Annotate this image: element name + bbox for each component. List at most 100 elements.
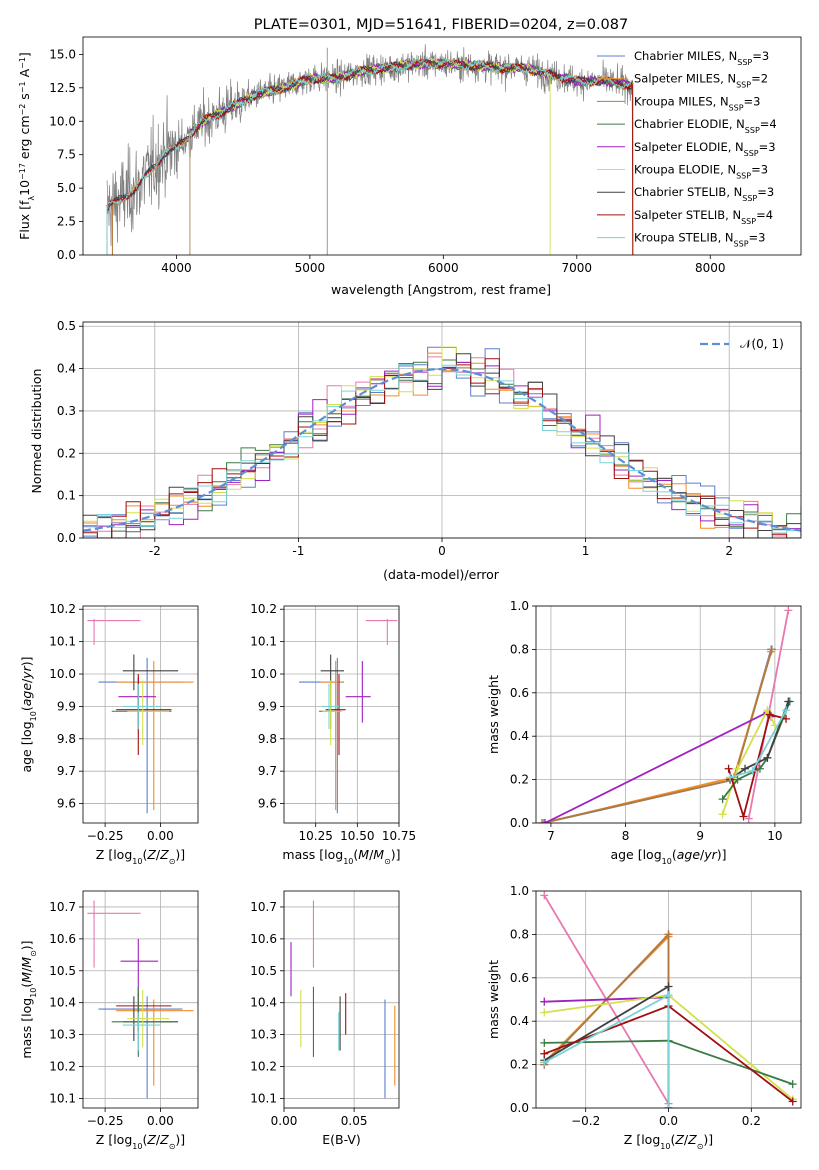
weight-marker	[540, 1049, 549, 1058]
plot-area	[106, 44, 634, 255]
legend: Chabrier MILES, NSSP=3 Salpeter MILES, NS…	[597, 49, 777, 248]
x-tick-label: 0	[438, 544, 446, 558]
y-tick-label: 10.1	[49, 1091, 76, 1105]
axes-residuals: -2 -1 0 1 2 0.0 0.1 0.2 0.3 0.4 0.5 (data-model)/er…	[29, 319, 802, 582]
y-axis-label: mass weight	[486, 960, 501, 1039]
axes-frame	[535, 890, 802, 1109]
y-tick-label: 10.7	[250, 900, 277, 914]
plot-area	[290, 900, 396, 1099]
weight-marker	[664, 991, 673, 1000]
y-tick-label: 10.0	[250, 667, 277, 681]
legend-label: Chabrier ELODIE, NSSP=4	[634, 117, 777, 135]
x-tick-label: −0.2	[571, 1114, 600, 1128]
y-tick-label: 0.4	[510, 729, 529, 743]
weight-marker	[733, 775, 742, 784]
x-tick-label: 6000	[428, 261, 459, 275]
weight-marker	[767, 645, 776, 654]
plot-area	[540, 891, 797, 1108]
plot-area	[299, 618, 398, 814]
y-axis-label: age [log10(age/yr)]	[19, 656, 38, 772]
x-axis-label: E(B-V)	[322, 1132, 361, 1147]
y-tick-label: 1.0	[510, 884, 529, 898]
axes-frame	[82, 321, 802, 539]
weight-marker	[765, 710, 774, 719]
legend-label: Chabrier MILES, NSSP=3	[634, 49, 769, 67]
weight-marker	[664, 982, 673, 991]
axes-frame	[283, 605, 400, 824]
plot-area	[87, 900, 194, 1099]
plot-area	[83, 346, 801, 538]
axes-frame	[535, 605, 802, 824]
x-tick-label: 0.00	[147, 1114, 174, 1128]
model-line	[106, 57, 633, 255]
weight-marker	[726, 773, 735, 782]
histogram-series	[83, 364, 801, 534]
weight-marker	[788, 1080, 797, 1089]
y-tick-label: 10.2	[49, 1060, 76, 1074]
y-tick-label: 10.5	[250, 964, 277, 978]
y-tick-label: 10.0	[49, 667, 76, 681]
x-tick-label: 2	[725, 544, 733, 558]
y-tick-label: 10.6	[49, 932, 76, 946]
y-tick-label: 9.6	[57, 797, 76, 811]
x-tick-label: 1	[582, 544, 590, 558]
y-tick-label: 0.0	[57, 531, 76, 545]
axes-age_vs_mass: 10.25 10.50 10.75 9.6 9.7 9.8 9.9 10.0 10.1 10.2 m…	[250, 602, 416, 865]
y-tick-label: 0.0	[57, 248, 76, 262]
x-tick-label: 0.00	[271, 1114, 298, 1128]
y-tick-label: 1.0	[510, 599, 529, 613]
y-axis-label: Flux [fλ10−17 erg cm−2 s−1 A−1]	[17, 52, 36, 240]
model-line	[106, 58, 634, 255]
x-tick-label: 0.00	[147, 829, 174, 843]
y-tick-label: 0.4	[510, 1014, 529, 1028]
x-tick-label: 5000	[295, 261, 326, 275]
weight-marker	[664, 1104, 673, 1108]
legend-label: Kroupa ELODIE, NSSP=3	[634, 163, 768, 181]
y-tick-label: 9.8	[57, 732, 76, 746]
legend-label: Salpeter ELODIE, NSSP=3	[634, 140, 776, 158]
y-tick-label: 9.8	[258, 732, 277, 746]
x-axis-label: (data-model)/error	[383, 567, 500, 582]
x-tick-label: 4000	[161, 261, 192, 275]
y-tick-label: 0.6	[510, 686, 529, 700]
y-tick-label: 10.5	[49, 964, 76, 978]
plot-area	[537, 606, 794, 823]
weight-line	[727, 713, 787, 820]
legend: 𝒩(0, 1)	[700, 337, 784, 351]
y-tick-label: 10.1	[250, 635, 277, 649]
x-tick-label: -1	[292, 544, 304, 558]
x-tick-label: −0.25	[87, 1114, 124, 1128]
gaussian-curve	[83, 367, 801, 532]
weight-marker	[540, 1008, 549, 1017]
weight-marker	[664, 930, 673, 939]
weight-marker	[788, 1097, 797, 1106]
y-tick-label: 10.2	[250, 602, 277, 616]
weight-marker	[782, 714, 791, 723]
weight-marker	[741, 764, 750, 773]
model-line	[189, 58, 551, 255]
weight-marker	[763, 706, 772, 715]
y-tick-label: 9.7	[258, 764, 277, 778]
axes-frame	[283, 890, 400, 1109]
x-axis-label: Z [log10(Z/Z⊙)]	[624, 1132, 713, 1151]
weight-marker	[724, 764, 733, 773]
y-tick-label: 0.8	[510, 927, 529, 941]
x-tick-label: 7	[547, 829, 555, 843]
x-axis-label: Z [log10(Z/Z⊙)]	[96, 1132, 185, 1151]
model-line	[189, 58, 634, 255]
y-tick-label: 0.1	[57, 489, 76, 503]
y-tick-label: 10.6	[250, 932, 277, 946]
weight-marker	[784, 606, 793, 615]
x-tick-label: 10.25	[298, 829, 332, 843]
axes-frame	[82, 36, 802, 256]
weight-marker	[540, 997, 549, 1006]
y-tick-label: 10.1	[49, 635, 76, 649]
axes-mass_vs_Z: −0.25 0.00 10.1 10.2 10.3 10.4 10.5 10.6 10.7 Z […	[19, 890, 199, 1151]
y-tick-label: 7.5	[57, 148, 76, 162]
y-tick-label: 12.5	[49, 81, 76, 95]
weight-marker	[540, 891, 549, 900]
y-tick-label: 0.2	[510, 1058, 529, 1072]
y-tick-label: 2.5	[57, 215, 76, 229]
axes-mass_vs_ebv: 0.00 0.05 10.1 10.2 10.3 10.4 10.5 10.6 10.7 E(B-…	[250, 890, 400, 1147]
legend-label: Salpeter STELIB, NSSP=4	[634, 208, 773, 226]
